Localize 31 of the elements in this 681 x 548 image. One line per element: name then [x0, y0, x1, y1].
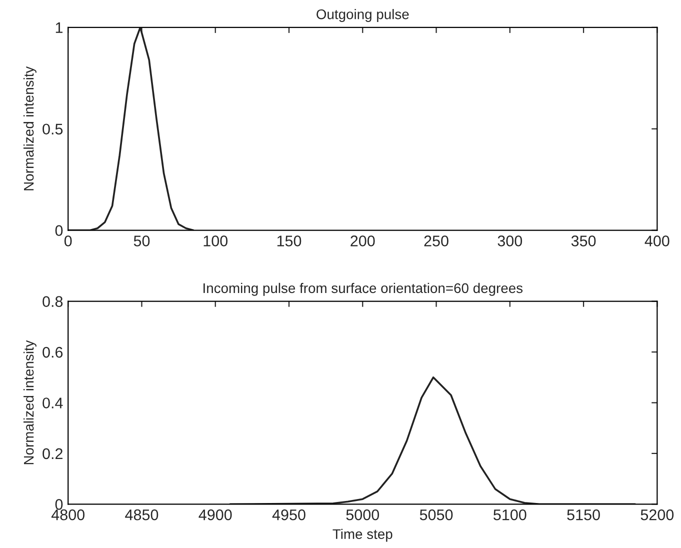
x-tick-label: 4800 — [51, 509, 84, 520]
x-tick-label: 350 — [571, 236, 596, 246]
x-tick-label: 200 — [350, 236, 375, 246]
y-axis-title: Normalized intensity — [24, 66, 36, 190]
y-tick-label: 1 — [56, 22, 62, 33]
x-tick-label: 150 — [277, 236, 302, 246]
x-tick-label: 5200 — [640, 509, 674, 520]
y-tick-label: 0.2 — [42, 448, 62, 460]
x-tick-label: 5100 — [494, 509, 526, 520]
chart-title: Incoming pulse from surface orientation=60 degrees — [204, 282, 523, 296]
x-tick-label: 300 — [498, 236, 522, 246]
y-tick-label: 0 — [55, 225, 63, 236]
x-tick-label: 4900 — [198, 509, 232, 520]
x-tick-label: 400 — [644, 236, 670, 246]
x-tick-label: 4850 — [125, 509, 158, 520]
y-tick-label: 0 — [55, 499, 63, 510]
x-tick-label: 5050 — [420, 509, 453, 520]
x-tick-label: 4950 — [272, 509, 306, 520]
y-tick-label: 0.8 — [42, 296, 63, 307]
y-tick-label: 0.6 — [42, 346, 63, 358]
x-tick-label: 5000 — [346, 509, 380, 520]
chart-title: Outgoing pulse — [316, 9, 409, 22]
y-axis-title: Normalized intensity — [24, 340, 36, 464]
y-tick-label: 0.5 — [42, 124, 63, 135]
x-axis-title: Time step — [332, 528, 392, 542]
y-tick-label: 0.4 — [42, 398, 63, 408]
x-tick-label: 100 — [204, 236, 228, 246]
x-tick-label: 0 — [64, 236, 72, 246]
x-tick-label: 50 — [134, 236, 150, 246]
x-tick-label: 250 — [424, 236, 448, 246]
x-tick-label: 5150 — [567, 509, 600, 520]
